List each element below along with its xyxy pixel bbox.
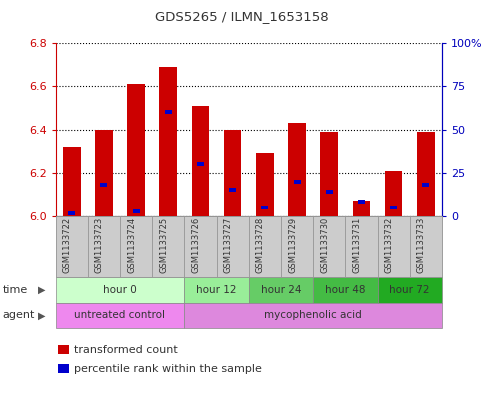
Bar <box>358 200 365 204</box>
Text: GSM1133725: GSM1133725 <box>159 217 168 273</box>
Bar <box>320 132 338 216</box>
Text: ▶: ▶ <box>38 285 45 295</box>
Bar <box>256 154 274 216</box>
Text: hour 12: hour 12 <box>196 285 237 295</box>
Bar <box>385 171 402 216</box>
Text: GSM1133732: GSM1133732 <box>384 217 394 273</box>
Text: GSM1133724: GSM1133724 <box>127 217 136 273</box>
Text: agent: agent <box>2 310 35 320</box>
Bar <box>68 211 75 215</box>
Bar <box>288 123 306 216</box>
Bar <box>192 106 209 216</box>
Text: GSM1133729: GSM1133729 <box>288 217 297 273</box>
Text: mycophenolic acid: mycophenolic acid <box>264 310 362 320</box>
Text: GSM1133730: GSM1133730 <box>320 217 329 273</box>
Text: ▶: ▶ <box>38 310 45 320</box>
Text: GDS5265 / ILMN_1653158: GDS5265 / ILMN_1653158 <box>155 10 328 23</box>
Text: GSM1133731: GSM1133731 <box>353 217 361 273</box>
Bar <box>417 132 435 216</box>
Text: hour 48: hour 48 <box>325 285 366 295</box>
Text: GSM1133723: GSM1133723 <box>95 217 104 273</box>
Bar <box>390 206 397 209</box>
Text: hour 24: hour 24 <box>261 285 301 295</box>
Bar <box>95 130 113 216</box>
Bar <box>422 183 429 187</box>
Bar <box>100 183 107 187</box>
Bar <box>326 190 333 194</box>
Text: GSM1133722: GSM1133722 <box>63 217 71 273</box>
Bar <box>294 180 300 184</box>
Text: GSM1133727: GSM1133727 <box>224 217 233 273</box>
Bar <box>63 147 81 216</box>
Bar <box>159 67 177 216</box>
Bar <box>224 130 242 216</box>
Bar <box>261 206 269 209</box>
Text: GSM1133728: GSM1133728 <box>256 217 265 273</box>
Text: GSM1133726: GSM1133726 <box>191 217 200 273</box>
Text: hour 0: hour 0 <box>103 285 137 295</box>
Bar <box>132 209 140 213</box>
Text: transformed count: transformed count <box>74 345 178 355</box>
Text: time: time <box>2 285 28 295</box>
Bar <box>197 162 204 166</box>
Bar <box>165 110 172 114</box>
Bar <box>353 201 370 216</box>
Text: untreated control: untreated control <box>74 310 166 320</box>
Text: GSM1133733: GSM1133733 <box>417 217 426 273</box>
Bar <box>127 84 145 216</box>
Bar <box>229 188 236 192</box>
Text: percentile rank within the sample: percentile rank within the sample <box>74 364 262 374</box>
Text: hour 72: hour 72 <box>389 285 430 295</box>
